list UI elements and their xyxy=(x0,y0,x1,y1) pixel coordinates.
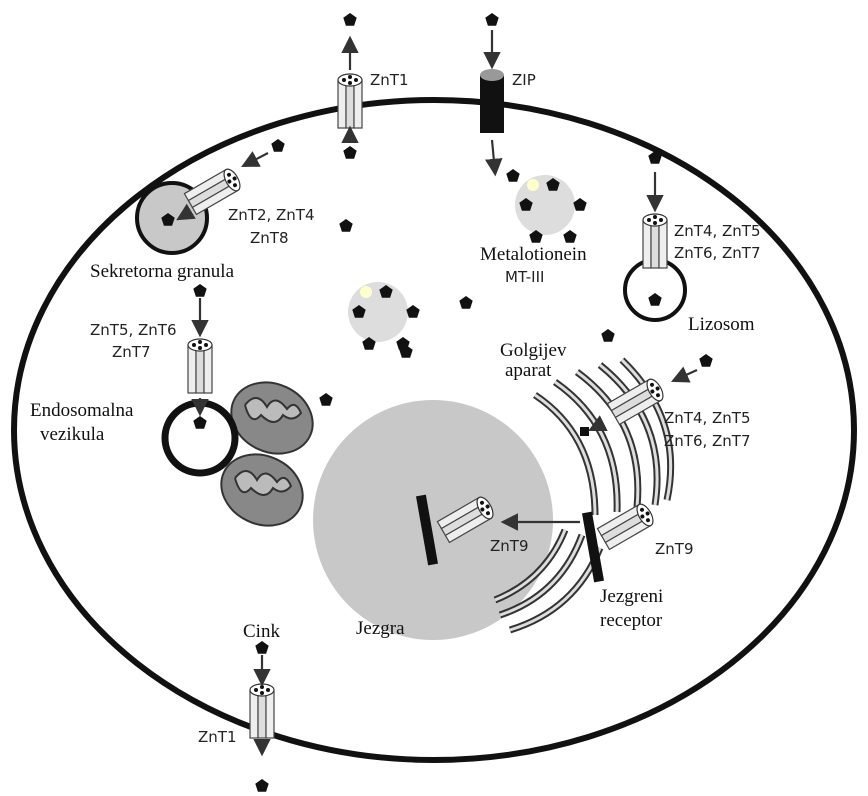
cell-membrane xyxy=(11,97,857,763)
labels: ZnT1 ZIP ZnT2, ZnT4 ZnT8 Sekretorna gran… xyxy=(30,71,761,746)
label: MT-III xyxy=(505,268,544,286)
label: ZnT4, ZnT5 xyxy=(664,409,751,427)
transporters xyxy=(183,69,668,739)
label: Metalotionein xyxy=(480,244,587,265)
endosome xyxy=(161,399,239,477)
label: Endosomalna xyxy=(30,400,134,421)
arrows xyxy=(176,30,698,757)
nucleus xyxy=(313,400,553,640)
label: Golgijev xyxy=(500,340,567,361)
label: ZnT6, ZnT7 xyxy=(674,244,761,262)
label: ZnT9 xyxy=(655,540,694,558)
metallothionein xyxy=(515,175,587,243)
label: ZnT6, ZnT7 xyxy=(664,432,751,450)
label: ZnT5, ZnT6 xyxy=(90,321,177,339)
label: Cink xyxy=(243,621,280,642)
label: ZnT1 xyxy=(198,728,237,746)
label: ZIP xyxy=(512,71,536,89)
label: receptor xyxy=(600,610,663,631)
label: ZnT9 xyxy=(490,537,529,555)
label: aparat xyxy=(505,360,552,381)
label: ZnT7 xyxy=(112,343,151,361)
lysosome xyxy=(623,258,687,322)
label: ZnT1 xyxy=(370,71,409,89)
label: ZnT4, ZnT5 xyxy=(674,222,761,240)
label: Jezgreni xyxy=(600,586,663,607)
label: Sekretorna granula xyxy=(90,261,235,282)
label: vezikula xyxy=(40,424,105,445)
label: Lizosom xyxy=(688,314,755,335)
label: Jezgra xyxy=(356,618,405,639)
label: ZnT8 xyxy=(250,229,289,247)
mitochondria xyxy=(220,381,314,527)
label: ZnT2, ZnT4 xyxy=(228,206,315,224)
metallothionein xyxy=(348,282,420,350)
